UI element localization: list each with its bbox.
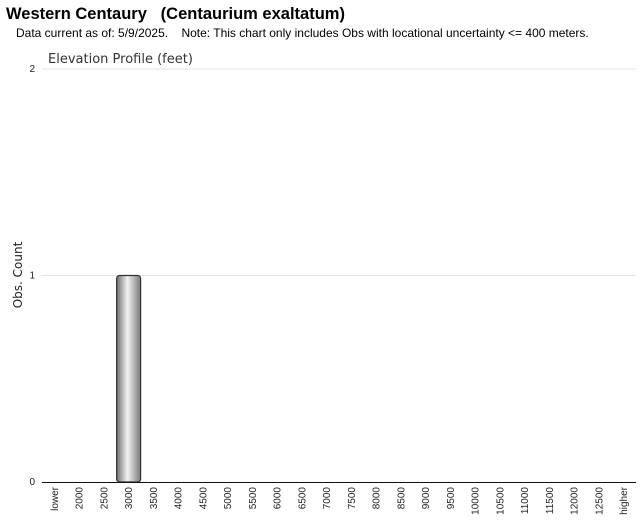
chart-title: Elevation Profile (feet) (48, 52, 193, 67)
x-tick-label: 12500 (594, 487, 605, 515)
data-current-text: Data current as of: 5/9/2025. (16, 26, 169, 40)
x-tick-label: higher (619, 486, 630, 514)
y-tick-label: 0 (29, 477, 35, 488)
x-tick-label: 11000 (520, 487, 531, 515)
x-tick-label: 8500 (396, 487, 407, 510)
x-tick-label: 4000 (174, 487, 185, 510)
x-tick-label: 12000 (570, 487, 581, 515)
grid-lines (42, 68, 636, 276)
x-tick-labels: lower 2000 2500 3000 3500 4000 4500 5000 5500 600… (50, 486, 630, 514)
x-tick-label: 7500 (347, 487, 358, 510)
x-tick-label: 9500 (446, 487, 457, 510)
x-tick-label: 9000 (421, 487, 432, 510)
x-tick-label: 2500 (99, 487, 110, 510)
x-tick-label: 6000 (273, 487, 284, 510)
x-tick-label: 3000 (124, 487, 135, 510)
uncertainty-note: Note: This chart only includes Obs with … (181, 26, 589, 40)
scientific-name: (Centaurium exaltatum) (160, 5, 345, 23)
page-title: Western Centaury (Centaurium exaltatum) (6, 5, 345, 24)
bar-3000 (116, 274, 142, 483)
y-tick-labels: 0 1 2 (29, 64, 35, 488)
x-tick-label: 10000 (471, 487, 482, 515)
x-tick-label: 4500 (198, 487, 209, 510)
y-tick-label: 1 (29, 271, 35, 282)
x-tick-label: 3500 (149, 487, 160, 510)
x-tick-label: 6500 (297, 487, 308, 510)
x-tick-label: 10500 (495, 487, 506, 515)
x-tick-label: 5000 (223, 487, 234, 510)
y-axis-label: Obs. Count (11, 241, 25, 308)
x-tick-label: 2000 (75, 487, 86, 510)
x-tick-label: 7000 (322, 487, 333, 510)
data-note: Data current as of: 5/9/2025. Note: This… (16, 26, 589, 40)
x-tick-label: 11500 (545, 487, 556, 515)
x-tick-label: 8000 (372, 487, 383, 510)
bars (116, 274, 142, 483)
common-name: Western Centaury (6, 5, 147, 23)
x-tick-label: 5500 (248, 487, 259, 510)
y-tick-label: 2 (29, 64, 35, 75)
x-tick-label: lower (50, 486, 61, 511)
